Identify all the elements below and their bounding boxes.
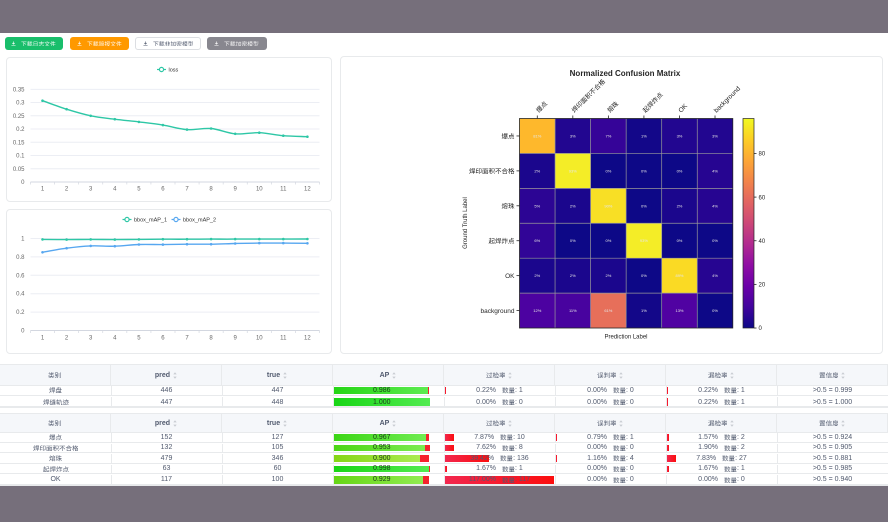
svg-text:2: 2 <box>65 335 69 341</box>
svg-text:0.15: 0.15 <box>13 140 25 146</box>
svg-text:11%: 11% <box>569 308 577 313</box>
svg-text:0.05: 0.05 <box>13 166 25 172</box>
svg-text:0%: 0% <box>677 168 683 173</box>
svg-text:8: 8 <box>209 186 213 192</box>
svg-text:12: 12 <box>304 335 311 341</box>
svg-text:0.8: 0.8 <box>16 254 25 260</box>
svg-text:0%: 0% <box>641 203 647 208</box>
svg-text:0: 0 <box>21 328 25 334</box>
svg-text:0.35: 0.35 <box>13 87 25 93</box>
svg-text:4%: 4% <box>712 168 718 173</box>
svg-text:0%: 0% <box>677 238 683 243</box>
svg-text:0%: 0% <box>570 238 576 243</box>
svg-text:OK: OK <box>677 102 689 114</box>
svg-text:2%: 2% <box>570 273 576 278</box>
svg-text:12%: 12% <box>533 308 541 313</box>
svg-text:13%: 13% <box>675 308 683 313</box>
svg-text:OK: OK <box>505 273 515 280</box>
svg-text:6%: 6% <box>534 238 540 243</box>
svg-text:9: 9 <box>234 335 238 341</box>
svg-text:8: 8 <box>209 335 213 341</box>
svg-text:61%: 61% <box>604 308 612 313</box>
svg-text:Normalized Confusion Matrix: Normalized Confusion Matrix <box>570 69 681 78</box>
svg-text:11: 11 <box>280 186 287 192</box>
svg-text:5: 5 <box>137 335 141 341</box>
svg-text:2%: 2% <box>570 203 576 208</box>
svg-text:0%: 0% <box>605 168 611 173</box>
svg-text:89%: 89% <box>675 273 683 278</box>
svg-text:2%: 2% <box>605 273 611 278</box>
svg-text:7: 7 <box>185 186 189 192</box>
svg-text:1: 1 <box>41 335 45 341</box>
svg-text:10: 10 <box>256 335 263 341</box>
svg-text:40: 40 <box>759 239 766 245</box>
svg-text:1%: 1% <box>641 133 647 138</box>
svg-text:4%: 4% <box>712 203 718 208</box>
svg-text:20: 20 <box>759 283 766 289</box>
svg-text:10: 10 <box>256 186 263 192</box>
svg-text:0%: 0% <box>605 238 611 243</box>
svg-text:93%: 93% <box>640 238 648 243</box>
svg-text:0.3: 0.3 <box>16 100 25 106</box>
svg-text:0.6: 0.6 <box>16 273 25 279</box>
svg-text:12: 12 <box>304 186 311 192</box>
svg-text:0: 0 <box>21 180 25 186</box>
svg-text:2%: 2% <box>534 168 540 173</box>
svg-text:1%: 1% <box>641 308 647 313</box>
svg-text:Prediction Label: Prediction Label <box>604 335 647 341</box>
svg-text:0%: 0% <box>641 168 647 173</box>
svg-text:9: 9 <box>234 186 238 192</box>
svg-text:3%: 3% <box>712 133 718 138</box>
svg-text:0.2: 0.2 <box>16 127 25 133</box>
svg-text:11: 11 <box>280 335 287 341</box>
svg-text:3: 3 <box>89 186 93 192</box>
svg-text:3%: 3% <box>677 133 683 138</box>
svg-text:1: 1 <box>21 236 25 242</box>
svg-text:60: 60 <box>759 195 766 201</box>
svg-text:80: 80 <box>759 152 766 158</box>
svg-text:4: 4 <box>113 186 117 192</box>
svg-text:bbox_mAP_2: bbox_mAP_2 <box>183 217 216 223</box>
svg-text:bbox_mAP_1: bbox_mAP_1 <box>134 217 167 223</box>
svg-text:5%: 5% <box>534 203 540 208</box>
svg-text:81%: 81% <box>533 133 541 138</box>
svg-text:6: 6 <box>161 335 165 341</box>
svg-text:90%: 90% <box>604 203 612 208</box>
svg-text:loss: loss <box>169 67 179 73</box>
svg-text:4: 4 <box>113 335 117 341</box>
svg-text:0.1: 0.1 <box>16 153 25 159</box>
svg-text:5: 5 <box>137 186 141 192</box>
svg-text:background: background <box>713 85 742 114</box>
svg-text:7: 7 <box>185 335 189 341</box>
svg-text:0.4: 0.4 <box>16 291 25 297</box>
svg-text:0%: 0% <box>712 308 718 313</box>
svg-text:background: background <box>481 308 515 315</box>
svg-text:2%: 2% <box>534 273 540 278</box>
svg-text:0.25: 0.25 <box>13 113 25 119</box>
svg-text:3: 3 <box>89 335 93 341</box>
svg-text:0.2: 0.2 <box>16 310 25 316</box>
svg-text:2: 2 <box>65 186 69 192</box>
svg-text:1: 1 <box>41 186 45 192</box>
svg-text:3%: 3% <box>570 133 576 138</box>
svg-text:2%: 2% <box>677 203 683 208</box>
svg-text:0: 0 <box>759 326 763 332</box>
svg-text:93%: 93% <box>569 168 577 173</box>
svg-text:4%: 4% <box>712 273 718 278</box>
svg-text:0%: 0% <box>712 238 718 243</box>
svg-text:7%: 7% <box>605 133 611 138</box>
svg-text:Ground Truth Label: Ground Truth Label <box>463 197 469 249</box>
svg-text:6: 6 <box>161 186 165 192</box>
svg-text:0%: 0% <box>641 273 647 278</box>
